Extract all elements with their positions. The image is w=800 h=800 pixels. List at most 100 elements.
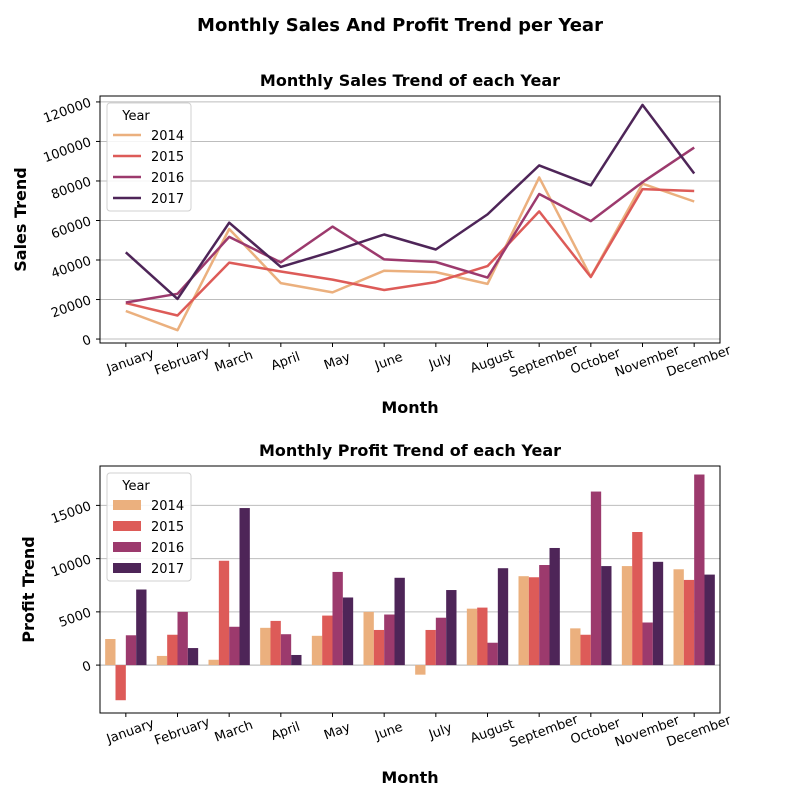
series-line-2017	[124, 103, 696, 301]
bar-2015	[115, 665, 126, 701]
x-tick-label: April	[269, 720, 302, 744]
bar-2016	[229, 626, 240, 666]
figure-suptitle: Monthly Sales And Profit Trend per Year	[197, 15, 603, 36]
legend-label-2017: 2017	[151, 562, 184, 577]
bar-2017	[187, 648, 199, 666]
bar-2017	[549, 547, 560, 666]
y-tick-label: 0	[80, 659, 93, 676]
x-tick-label: March	[213, 718, 255, 746]
bar-2016	[435, 617, 447, 666]
bar-2016	[125, 635, 137, 666]
bar-2015	[218, 560, 230, 666]
legend-title: Year	[121, 479, 150, 494]
bar-2014	[105, 639, 116, 666]
bar-2015	[632, 532, 643, 666]
bar-2014	[156, 655, 168, 666]
bar-2015	[373, 629, 385, 666]
bar-2014	[466, 608, 478, 666]
x-tick-label: May	[322, 720, 353, 743]
bar-2017	[497, 568, 509, 666]
bar-2015	[270, 620, 281, 666]
bar-2016	[694, 474, 705, 666]
x-tick-label: May	[322, 350, 353, 373]
bar-2014	[415, 665, 426, 675]
legend-title: Year	[121, 109, 150, 124]
bar-2014	[673, 569, 684, 666]
plot-frame	[99, 465, 721, 714]
bar-2015	[683, 579, 695, 666]
bar-2017	[239, 508, 250, 666]
bar-2014	[260, 627, 271, 666]
legend-frame	[106, 102, 192, 212]
x-tick-label: June	[372, 720, 405, 744]
plot-frame	[99, 95, 721, 344]
bar-2016	[280, 634, 292, 666]
bar-2016	[539, 565, 550, 666]
legend-label-2015: 2015	[151, 520, 184, 535]
x-tick-label: March	[213, 348, 255, 376]
bar-2015	[580, 634, 591, 666]
bar-2014	[621, 566, 633, 666]
legend-label-2015: 2015	[151, 150, 184, 165]
series-line-2014	[125, 176, 695, 332]
y-tick-label: 15000	[49, 499, 93, 527]
y-tick-label: 0	[80, 333, 93, 350]
bar-2016	[642, 622, 653, 666]
bar-2014	[518, 576, 529, 666]
bar-2015	[322, 615, 333, 666]
y-tick-label: 20000	[49, 293, 93, 321]
x-axis-label: Month	[381, 398, 438, 417]
bar-2014	[311, 635, 323, 666]
x-tick-label: April	[269, 350, 302, 374]
bar-2017	[136, 589, 147, 666]
x-axis-label: Month	[381, 768, 438, 787]
bar-2015	[477, 607, 488, 666]
bar-2016	[590, 491, 602, 666]
bar-2014	[570, 628, 581, 666]
legend-swatch-2015	[113, 521, 141, 531]
x-tick-label: July	[426, 351, 454, 374]
chart-title: Monthly Profit Trend of each Year	[259, 441, 561, 460]
legend-label-2017: 2017	[151, 192, 184, 207]
bar-2017	[704, 574, 715, 666]
y-tick-label: 40000	[49, 254, 93, 282]
y-tick-label: 100000	[42, 135, 94, 166]
bar-2017	[342, 597, 354, 666]
bar-2015	[167, 634, 178, 666]
x-tick-label: September	[508, 712, 581, 751]
chart-title: Monthly Sales Trend of each Year	[260, 71, 560, 90]
x-tick-label: September	[508, 342, 581, 381]
bar-2016	[384, 614, 395, 666]
bar-2016	[487, 642, 498, 666]
bar-2016	[177, 611, 188, 666]
legend-swatch-2016	[113, 542, 141, 552]
bar-2017	[446, 590, 457, 666]
bar-2017	[652, 561, 664, 666]
y-axis-label: Profit Trend	[19, 536, 38, 642]
series-line-2016	[125, 146, 695, 304]
bar-2017	[291, 654, 302, 666]
legend-label-2014: 2014	[151, 499, 184, 514]
sales-line-chart: Monthly Sales Trend of each Year 0 20000 40…	[11, 71, 734, 417]
series-line-2015	[125, 187, 695, 317]
y-axis-label: Sales Trend	[11, 167, 30, 272]
legend-label-2016: 2016	[151, 171, 184, 186]
legend-swatch-2017	[113, 563, 141, 573]
bar-2015	[528, 577, 540, 666]
y-tick-label: 60000	[49, 214, 93, 242]
y-tick-label: 10000	[49, 552, 93, 580]
x-tick-label: July	[426, 721, 454, 744]
legend-label-2014: 2014	[151, 129, 184, 144]
profit-bar-chart: Monthly Profit Trend of each Year 0 5000 10…	[19, 441, 734, 787]
y-tick-label: 80000	[49, 175, 93, 203]
y-tick-label: 120000	[42, 96, 94, 127]
bar-2017	[394, 577, 405, 666]
x-tick-label: June	[372, 350, 405, 374]
y-tick-label: 5000	[57, 606, 93, 631]
legend-label-2016: 2016	[151, 541, 184, 556]
x-tick-label: February	[153, 345, 213, 379]
bar-2016	[332, 571, 343, 666]
x-tick-label: February	[153, 715, 213, 749]
